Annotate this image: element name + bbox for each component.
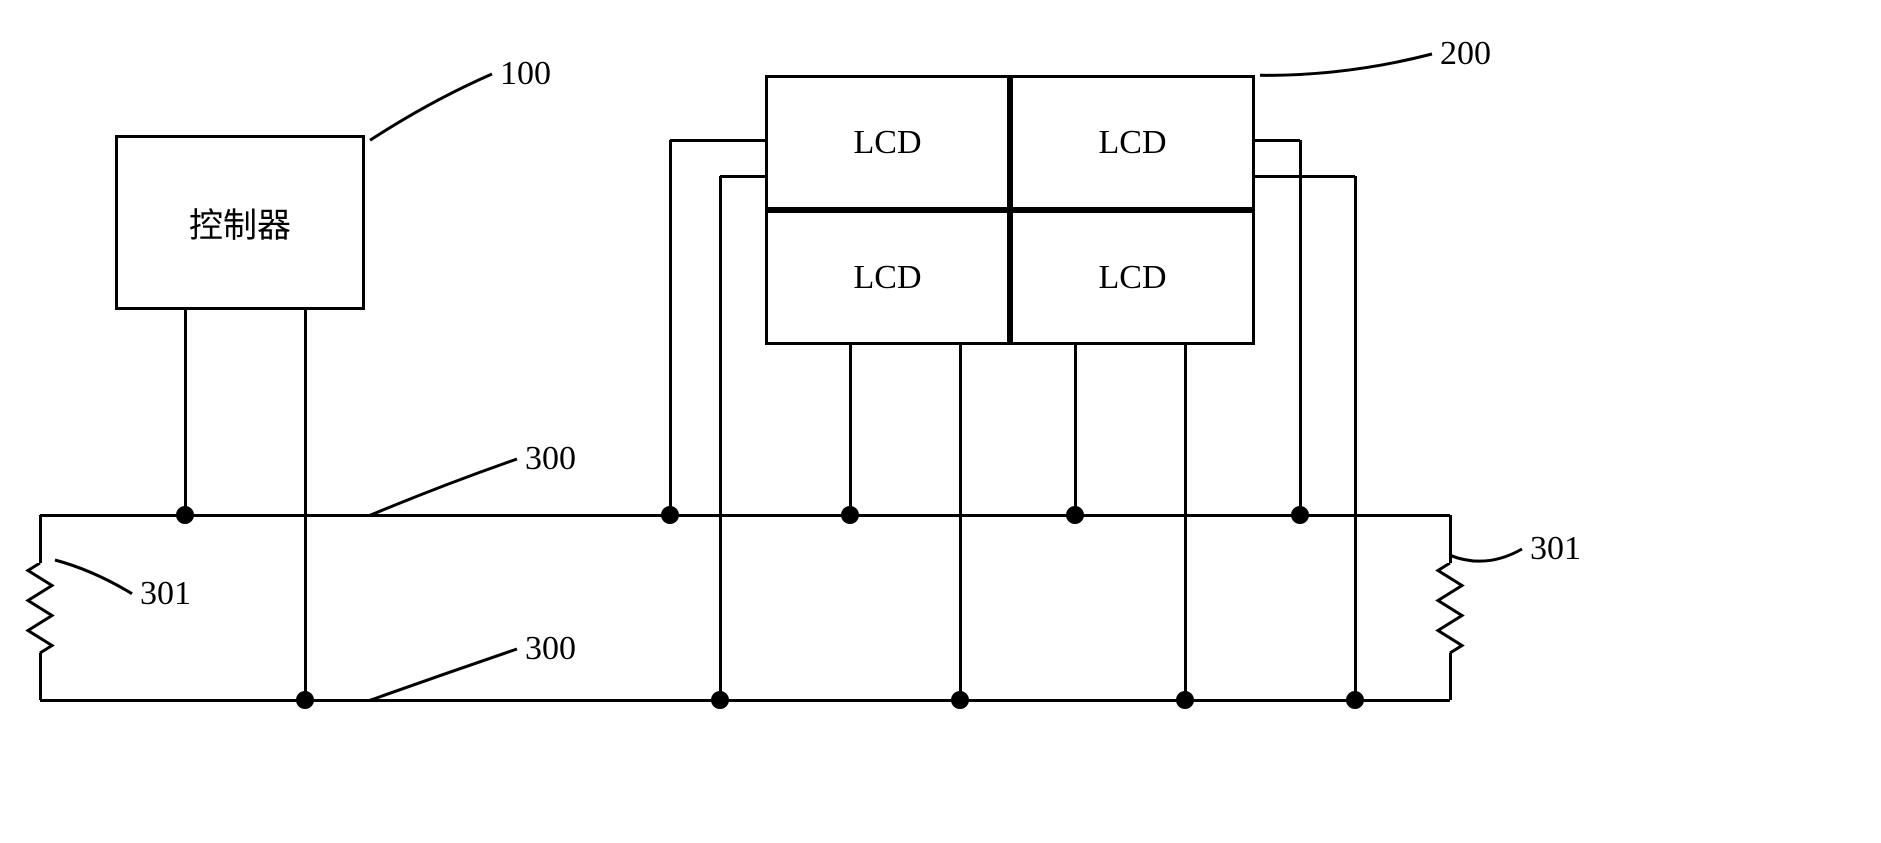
bus-top: [40, 514, 1450, 517]
wire-lcd_br_b: [1184, 345, 1187, 700]
callout-c301l: 301: [140, 575, 191, 613]
wire-lcd_tl_b-v: [719, 176, 722, 700]
lcd-bottom-left-label: LCD: [854, 259, 922, 297]
wire-lcd_tl_b-h: [720, 175, 765, 178]
callout-c300a: 300: [525, 440, 576, 478]
lcd-top-left: LCD: [765, 75, 1010, 210]
wire-ctrl_b: [304, 310, 307, 700]
callout-c200: 200: [1440, 35, 1491, 73]
leader-c301r: [1445, 544, 1527, 560]
node-lcd_bl_a: [841, 506, 859, 524]
node-lcd_bl_b: [951, 691, 969, 709]
wire-lcd_tl_a-v: [669, 140, 672, 515]
wire-lcd_tr_b-v: [1354, 176, 1357, 700]
node-lcd_tl_a: [661, 506, 679, 524]
terminator-right: [1435, 563, 1465, 656]
node-lcd_tr_a: [1291, 506, 1309, 524]
terminator-left-lead-bot: [39, 653, 42, 701]
leader-c301l: [50, 555, 137, 599]
terminator-right-lead-bot: [1449, 653, 1452, 701]
node-ctrl_a: [176, 506, 194, 524]
lcd-top-right-label: LCD: [1099, 124, 1167, 162]
wire-lcd_tr_a-v: [1299, 140, 1302, 515]
node-lcd_br_b: [1176, 691, 1194, 709]
controller-block-label: 控制器: [189, 198, 291, 247]
wire-lcd_br_a: [1074, 345, 1077, 515]
callout-c100: 100: [500, 55, 551, 93]
leader-c200: [1255, 49, 1437, 80]
callout-c301r: 301: [1530, 530, 1581, 568]
wire-lcd_tr_b-h: [1255, 175, 1355, 178]
wire-ctrl_a: [184, 310, 187, 515]
lcd-bottom-right-label: LCD: [1099, 259, 1167, 297]
node-lcd_tr_b: [1346, 691, 1364, 709]
leader-c100: [365, 69, 497, 145]
wire-lcd_bl_b: [959, 345, 962, 700]
wire-lcd_bl_a: [849, 345, 852, 515]
lcd-top-left-label: LCD: [854, 124, 922, 162]
leader-c300b: [365, 644, 522, 705]
node-lcd_br_a: [1066, 506, 1084, 524]
node-ctrl_b: [296, 691, 314, 709]
controller-block: 控制器: [115, 135, 365, 310]
terminator-left-lead-top: [39, 515, 42, 563]
callout-c300b: 300: [525, 630, 576, 668]
wire-lcd_tr_a-h: [1255, 139, 1300, 142]
node-lcd_tl_b: [711, 691, 729, 709]
lcd-bottom-left: LCD: [765, 210, 1010, 345]
leader-c300a: [365, 454, 522, 520]
wire-lcd_tl_a-h: [670, 139, 765, 142]
lcd-bottom-right: LCD: [1010, 210, 1255, 345]
lcd-top-right: LCD: [1010, 75, 1255, 210]
bus-bottom: [40, 699, 1450, 702]
